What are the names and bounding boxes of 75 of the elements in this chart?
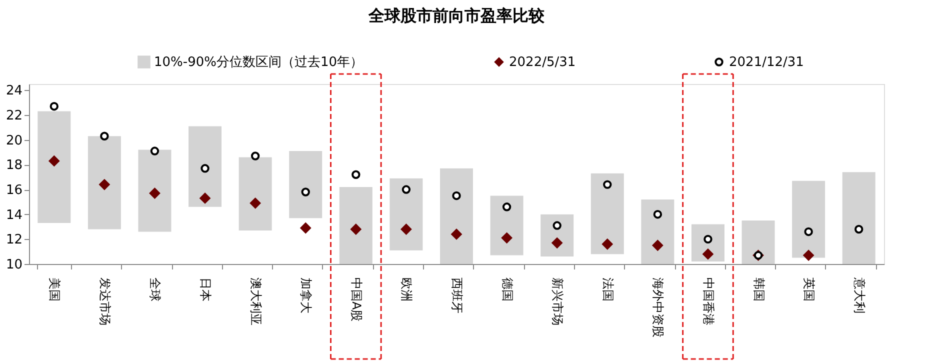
point: [602, 238, 614, 250]
bar: [339, 187, 372, 264]
bar: [38, 111, 71, 224]
x-tick-label: 中国A股: [349, 278, 364, 322]
point: [100, 132, 109, 140]
point: [702, 248, 714, 260]
x-tick-label: 发达市场: [98, 278, 112, 326]
y-tick-label: 14: [6, 208, 22, 223]
x-tick-label: 新兴市场: [550, 278, 565, 326]
x-tick-label: 日本: [198, 278, 213, 302]
point: [250, 152, 260, 160]
point: [149, 188, 160, 199]
bar: [440, 168, 473, 264]
point: [352, 170, 360, 179]
point: [802, 250, 814, 262]
point: [199, 192, 211, 204]
bar: [540, 214, 574, 257]
x-tick-label: 加拿大: [299, 278, 314, 314]
bar: [289, 151, 322, 218]
bar: [138, 150, 172, 232]
chart-title: 全球股市前向市盈率比较: [368, 6, 546, 26]
legend-label: 2022/5/31: [509, 55, 576, 70]
x-tick-label: 海外中资股: [651, 278, 666, 338]
legend-label: 2021/12/31: [729, 55, 804, 70]
point: [552, 221, 562, 230]
y-tick-label: 20: [6, 133, 22, 148]
point: [150, 146, 160, 156]
bar: [842, 172, 876, 264]
point: [652, 240, 664, 252]
x-tick-label: 英国: [802, 278, 816, 302]
bar: [88, 136, 121, 230]
point: [402, 185, 411, 194]
y-tick-label: 24: [6, 84, 22, 99]
bar: [188, 126, 222, 207]
bar: [238, 157, 272, 230]
bar: [390, 178, 423, 250]
y-tick-label: 22: [6, 108, 22, 124]
x-tick-label: 欧洲: [400, 278, 414, 302]
point: [350, 224, 362, 235]
x-tick-label: 德国: [500, 278, 514, 302]
x-tick-label: 韩国: [752, 278, 766, 302]
x-tick-label: 美国: [48, 278, 62, 302]
point: [400, 224, 412, 235]
point: [250, 197, 262, 209]
x-tick-label: 中国香港: [701, 278, 716, 326]
y-tick-label: 10: [6, 258, 22, 272]
x-tick-label: 全球: [148, 278, 162, 302]
point: [48, 155, 60, 167]
point: [502, 202, 512, 212]
point: [854, 224, 864, 234]
bar: [792, 180, 826, 258]
x-tick-label: 西班牙: [450, 278, 464, 314]
bar: [641, 199, 674, 264]
bar: [742, 220, 775, 264]
point: [50, 102, 58, 111]
point: [452, 191, 461, 200]
y-tick-label: 12: [6, 232, 22, 248]
point: [653, 210, 662, 219]
x-tick-label: 澳大利亚: [248, 278, 263, 326]
point: [450, 228, 462, 240]
point: [301, 188, 310, 196]
bar: [490, 196, 524, 256]
y-tick-label: 18: [6, 158, 22, 174]
bar: [590, 173, 624, 254]
point: [300, 222, 312, 234]
point: [804, 227, 813, 236]
point: [603, 180, 612, 189]
x-tick-label: 意大利: [852, 276, 866, 314]
point: [98, 178, 110, 190]
legend-label: 10%-90%分位数区间（过去10年）: [154, 55, 364, 70]
y-tick-label: 16: [6, 183, 22, 198]
point: [551, 237, 563, 249]
point: [200, 164, 210, 173]
point: [501, 232, 512, 244]
x-tick-label: 法国: [600, 278, 615, 302]
